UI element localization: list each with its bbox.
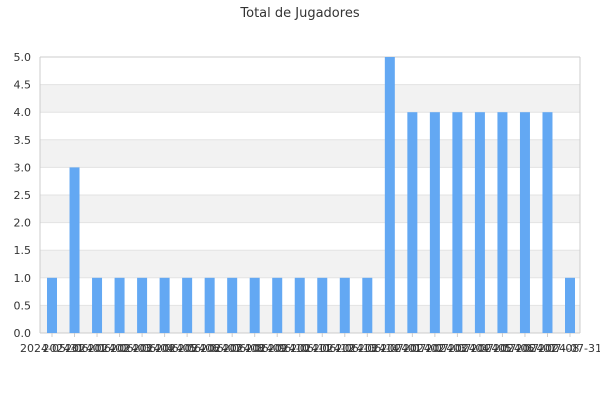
y-tick-label: 0.0	[14, 327, 32, 340]
bar	[317, 277, 328, 333]
bar	[294, 277, 305, 333]
y-tick-label: 2.0	[14, 217, 32, 230]
x-tick-label: 2024-06-03	[88, 342, 152, 355]
bar	[69, 167, 80, 333]
bar	[542, 112, 553, 333]
bar	[114, 277, 125, 333]
bar	[159, 277, 170, 333]
y-tick-label: 2.5	[14, 189, 32, 202]
bar	[362, 277, 373, 333]
x-tick-label: 2024-06-12	[290, 342, 354, 355]
bar	[92, 277, 103, 333]
y-tick-label: 4.5	[14, 79, 32, 92]
x-tick-label: 2024-06-04	[110, 342, 174, 355]
bar	[249, 277, 260, 333]
bar	[137, 277, 148, 333]
background-band	[40, 305, 580, 333]
x-tick-label: 2024-06-09	[223, 342, 287, 355]
bar	[204, 277, 215, 333]
x-tick-label: 2024-07-31	[538, 342, 600, 355]
background-band	[40, 195, 580, 223]
chart-title: Total de Jugadores	[239, 6, 359, 21]
bar	[452, 112, 463, 333]
bar	[182, 277, 193, 333]
y-tick-labels: 0.0 0.5 1.0 1.5 2.0 2.5 3.0 3.5 4.0 4.5 5.0	[14, 51, 32, 340]
x-tick-labels: 2024-05-312024-06-012024-06-022024-06-03…	[20, 342, 600, 355]
axes	[39, 56, 581, 337]
x-tick-label: 2024-07-03	[403, 342, 467, 355]
bar	[474, 112, 485, 333]
x-tick-label: 2024-06-08	[200, 342, 264, 355]
bar	[497, 112, 508, 333]
x-tick-label: 2024-05-31	[20, 342, 84, 355]
y-tick-label: 5.0	[14, 51, 32, 64]
y-tick-label: 4.0	[14, 106, 32, 119]
x-tick-label: 2024-06-11	[268, 342, 332, 355]
bar	[429, 112, 440, 333]
bar	[47, 277, 57, 333]
background-band	[40, 139, 580, 168]
x-tick-label: 2024-07-05	[448, 342, 512, 355]
x-tick-label: 2024-07-06	[470, 342, 534, 355]
x-tick-label: 2024-07-07	[493, 342, 557, 355]
x-tick-label: 2024-07-01	[358, 342, 422, 355]
x-tick-label: 2024-07-04	[425, 342, 489, 355]
y-tick-label: 3.0	[14, 161, 32, 174]
x-tick-label: 2024-06-06	[155, 342, 219, 355]
y-tick-label: 1.0	[14, 272, 32, 285]
bar	[339, 277, 350, 333]
bar	[519, 112, 530, 333]
background-bands	[40, 84, 580, 333]
bar	[565, 277, 575, 333]
x-tick-label: 2024-06-01	[43, 342, 107, 355]
x-tick-label: 2024-06-10	[245, 342, 309, 355]
x-tick-label: 2024-07-08	[516, 342, 580, 355]
x-tick-label: 2024-06-07	[178, 342, 242, 355]
gridlines	[40, 56, 580, 334]
background-band	[40, 84, 580, 113]
y-tick-label: 3.5	[14, 134, 32, 147]
x-tick-label: 2024-06-13	[313, 342, 377, 355]
x-tick-label: 2024-07-02	[380, 342, 444, 355]
y-tick-label: 0.5	[14, 299, 32, 312]
bar	[227, 277, 238, 333]
bars	[47, 57, 575, 333]
bar	[384, 57, 395, 333]
x-tick-label: 2024-06-05	[133, 342, 197, 355]
bar	[272, 277, 283, 333]
y-tick-label: 1.5	[14, 244, 32, 257]
background-band	[40, 250, 580, 278]
x-tick-label: 2024-06-14	[335, 342, 399, 355]
bar	[407, 112, 418, 333]
x-tick-label: 2024-06-02	[65, 342, 129, 355]
